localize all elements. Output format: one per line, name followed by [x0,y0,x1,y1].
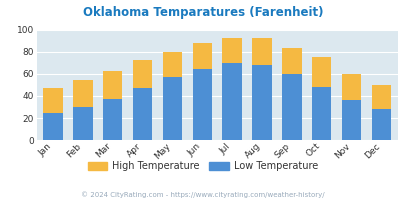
Bar [192,43,211,68]
Bar [162,77,182,140]
Bar [281,48,301,74]
Bar [341,74,360,100]
Bar [162,52,182,77]
Bar [311,87,330,140]
Bar [222,38,241,63]
Text: © 2024 CityRating.com - https://www.cityrating.com/weather-history/: © 2024 CityRating.com - https://www.city… [81,191,324,198]
Bar [192,68,211,140]
Bar [132,60,152,88]
Bar [73,79,92,107]
Bar [341,100,360,140]
Bar [281,74,301,140]
Bar [73,107,92,140]
Bar [103,71,122,99]
Bar [103,99,122,140]
Text: Oklahoma Temparatures (Farenheit): Oklahoma Temparatures (Farenheit) [83,6,322,19]
Bar [43,88,62,112]
Bar [252,65,271,140]
Bar [43,112,62,140]
Bar [371,85,390,109]
Bar [371,109,390,140]
Bar [252,38,271,65]
Bar [311,57,330,87]
Legend: High Temperature, Low Temperature: High Temperature, Low Temperature [84,157,321,175]
Bar [222,63,241,140]
Bar [132,88,152,140]
